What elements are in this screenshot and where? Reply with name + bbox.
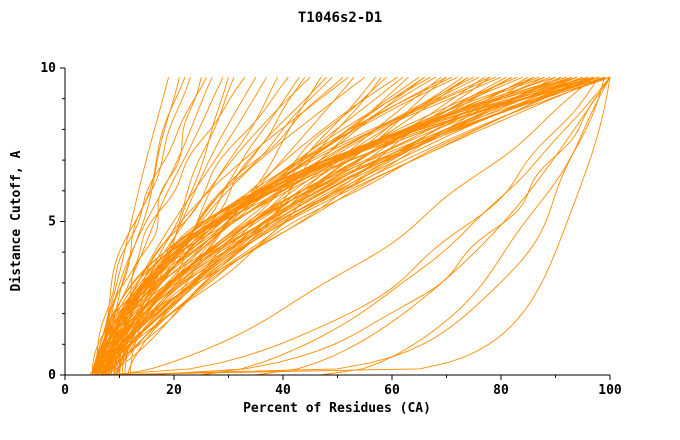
series-line	[110, 76, 594, 376]
series-line	[127, 76, 594, 376]
series-line	[91, 77, 224, 376]
x-axis-label: Percent of Residues (CA)	[243, 401, 431, 416]
series-line	[97, 76, 355, 376]
series-line	[91, 76, 578, 376]
series-line	[102, 76, 600, 375]
series-line	[116, 76, 464, 376]
y-axis-label: Distance Cutoff, A	[9, 150, 24, 291]
series-line	[119, 76, 594, 376]
chart-title: T1046s2-D1	[298, 10, 382, 26]
series-line	[121, 76, 611, 376]
series-line	[91, 76, 556, 376]
series-line	[146, 76, 611, 376]
series-line	[103, 76, 600, 376]
x-tick-label: 0	[61, 383, 69, 398]
series-line	[100, 76, 529, 376]
series-line	[97, 77, 611, 376]
y-tick-label: 0	[48, 368, 56, 383]
series-line	[129, 76, 605, 376]
series-layer	[89, 76, 611, 376]
series-line	[113, 76, 573, 376]
series-line	[97, 77, 191, 376]
series-line	[94, 76, 208, 376]
series-line	[201, 76, 611, 376]
series-line	[91, 76, 551, 376]
series-line	[113, 76, 425, 376]
series-line	[102, 76, 496, 376]
series-line	[108, 76, 611, 376]
y-tick-label: 10	[40, 61, 56, 76]
series-line	[105, 76, 594, 376]
series-line	[113, 76, 600, 376]
x-tick-label: 80	[493, 383, 509, 398]
series-line	[102, 76, 578, 376]
series-line	[97, 76, 567, 376]
x-tick-label: 40	[275, 383, 291, 398]
series-line	[108, 77, 605, 376]
series-line	[97, 76, 589, 376]
series-line	[119, 76, 578, 375]
series-line	[105, 76, 583, 376]
series-line	[321, 76, 611, 376]
series-line	[116, 76, 605, 376]
series-line	[119, 76, 611, 375]
series-line	[91, 77, 186, 376]
y-tick-label: 5	[48, 215, 56, 230]
x-tick-label: 20	[166, 383, 182, 398]
x-tick-label: 60	[384, 383, 400, 398]
series-line	[94, 76, 583, 376]
x-tick-label: 100	[598, 383, 622, 398]
series-line	[110, 76, 600, 376]
series-line	[99, 76, 573, 376]
axes-layer: 0 20 40 60 80 100 0 5 10	[40, 61, 622, 398]
